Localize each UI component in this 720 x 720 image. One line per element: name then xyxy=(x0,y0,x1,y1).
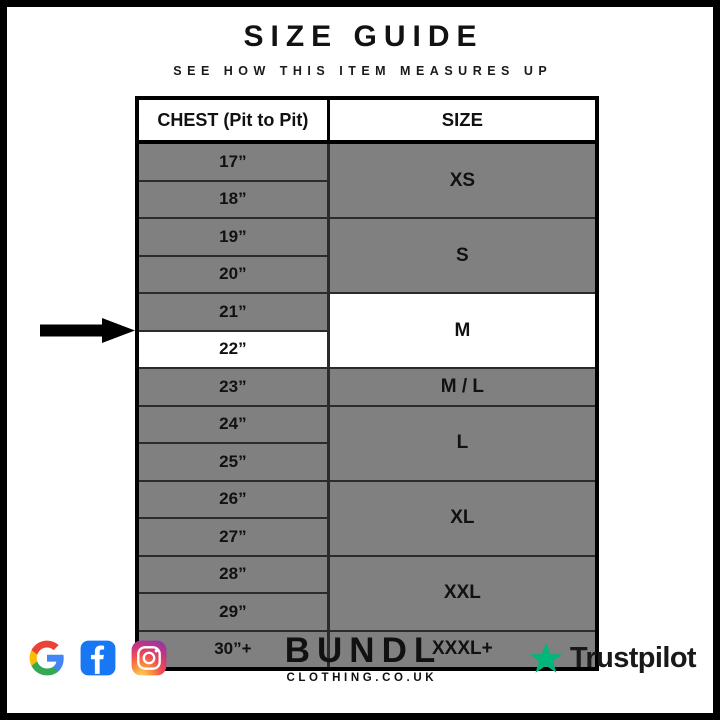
table-body: 17” XS 18” 19” S 20” 21” M 2 xyxy=(139,142,595,667)
table-row[interactable]: 20” xyxy=(139,255,595,294)
column-header-size: SIZE xyxy=(328,100,595,144)
table-row[interactable]: 30”+ XXXL+ xyxy=(139,630,595,667)
chest-cell: 24” xyxy=(139,405,330,444)
table-row[interactable]: 28” XXL xyxy=(139,555,595,632)
table-row-selected[interactable]: 22” xyxy=(139,330,595,369)
trustpilot-logo[interactable]: Trustpilot xyxy=(529,642,697,675)
chest-cell: 27” xyxy=(139,518,330,557)
instagram-icon[interactable] xyxy=(130,639,168,677)
footer: BUNDL CLOTHING.CO.UK Trustpilot xyxy=(14,625,706,713)
table-row[interactable]: 17” XS xyxy=(139,142,595,219)
size-cell: XXXL+ xyxy=(328,630,595,667)
arrow-right-icon xyxy=(40,318,135,343)
chest-cell: 20” xyxy=(139,255,330,294)
chest-cell: 26” xyxy=(139,480,330,519)
chest-cell: 18” xyxy=(139,180,330,219)
trustpilot-wordmark: Trustpilot xyxy=(569,642,697,674)
table-row[interactable]: 24” L xyxy=(139,405,595,482)
social-links xyxy=(28,639,168,677)
table-row[interactable]: 18” xyxy=(139,180,595,219)
chest-cell: 30”+ xyxy=(139,630,330,667)
table-row[interactable]: 26” XL xyxy=(139,480,595,557)
chest-cell: 21” xyxy=(139,293,330,332)
chest-cell-selected: 22” xyxy=(139,330,330,369)
chest-cell: 17” xyxy=(139,142,330,182)
page-title: SIZE GUIDE xyxy=(243,20,484,53)
size-cell: L xyxy=(328,405,595,482)
size-cell-selected: M xyxy=(328,293,595,369)
table-row[interactable]: 29” xyxy=(139,593,595,632)
trustpilot-star-icon xyxy=(529,643,563,673)
size-table: CHEST (Pit to Pit) SIZE 17” XS 18” 19” S… xyxy=(139,100,595,667)
brand-domain: CLOTHING.CO.UK xyxy=(286,671,438,684)
brand-name: BUNDL xyxy=(284,631,443,670)
size-cell: S xyxy=(328,218,595,294)
size-cell: M / L xyxy=(328,368,595,407)
google-icon[interactable] xyxy=(28,639,66,677)
chest-cell: 23” xyxy=(139,368,330,407)
header: SIZE GUIDE SEE HOW THIS ITEM MEASURES UP xyxy=(7,7,713,78)
size-cell: XL xyxy=(328,480,595,557)
page-subtitle: SEE HOW THIS ITEM MEASURES UP xyxy=(173,64,553,78)
size-cell: XS xyxy=(328,142,595,219)
table-row[interactable]: 19” S xyxy=(139,218,595,294)
size-table-container: CHEST (Pit to Pit) SIZE 17” XS 18” 19” S… xyxy=(135,96,599,671)
table-header-row: CHEST (Pit to Pit) SIZE xyxy=(139,100,595,144)
table-row[interactable]: 21” M xyxy=(139,293,595,369)
facebook-icon[interactable] xyxy=(79,639,117,677)
chest-cell: 28” xyxy=(139,555,330,594)
table-row[interactable]: 25” xyxy=(139,443,595,482)
chest-cell: 25” xyxy=(139,443,330,482)
brand-logo: BUNDL CLOTHING.CO.UK xyxy=(14,631,706,684)
size-cell: XXL xyxy=(328,555,595,632)
table-row[interactable]: 27” xyxy=(139,518,595,557)
column-header-chest: CHEST (Pit to Pit) xyxy=(139,100,330,144)
chest-cell: 19” xyxy=(139,218,330,257)
chest-cell: 29” xyxy=(139,593,330,632)
table-row[interactable]: 23” M / L xyxy=(139,368,595,407)
